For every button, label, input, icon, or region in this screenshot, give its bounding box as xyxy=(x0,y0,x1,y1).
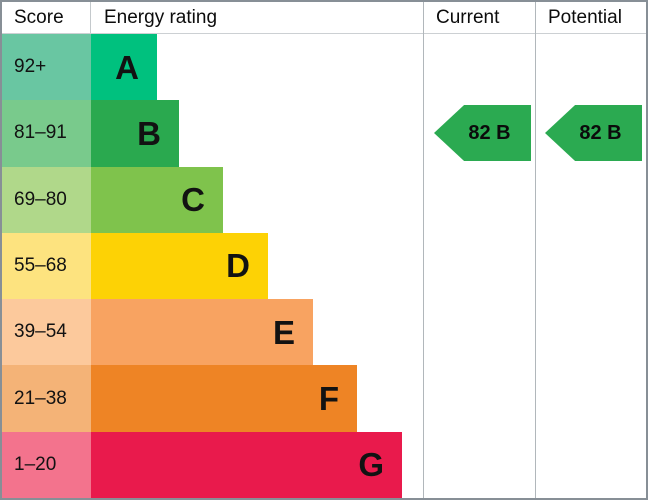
band-a-score-label: 92+ xyxy=(14,56,47,78)
band-c-bar: C xyxy=(91,166,223,233)
band-e-score-label: 39–54 xyxy=(14,321,67,343)
current-header-label: Current xyxy=(436,6,500,28)
potential-column-header: Potential xyxy=(536,2,646,34)
band-row-f: 21–38 F xyxy=(2,365,423,432)
band-a-score-cell: 92+ xyxy=(2,34,91,101)
band-d-bar: D xyxy=(91,232,268,300)
band-e-letter: E xyxy=(272,313,295,351)
band-row-b: 81–91 B xyxy=(2,100,423,167)
band-f-score-cell: 21–38 xyxy=(2,365,91,432)
band-e-score-cell: 39–54 xyxy=(2,299,91,366)
potential-rating-arrow: 82 B xyxy=(545,105,642,161)
band-f-score-label: 21–38 xyxy=(14,387,67,409)
column-divider-potential xyxy=(535,2,536,498)
energy-rating-column-header: Energy rating xyxy=(91,7,217,29)
potential-header-label: Potential xyxy=(548,6,622,28)
band-row-e: 39–54 E xyxy=(2,299,423,366)
current-rating-label: 82 B xyxy=(468,121,511,144)
band-f-letter: F xyxy=(318,380,339,418)
band-g-score-cell: 1–20 xyxy=(2,431,91,498)
energy-rating-header-label: Energy rating xyxy=(104,6,218,28)
potential-rating-label: 82 B xyxy=(579,121,622,144)
band-a-letter: A xyxy=(115,48,139,86)
potential-column: Potential 82 B xyxy=(536,2,646,498)
band-rows: 92+ A 81–91 B 69–80 C xyxy=(2,34,423,498)
table-header-left: Score Energy rating xyxy=(2,2,423,34)
band-row-g: 1–20 G xyxy=(2,431,423,498)
band-b-letter: B xyxy=(137,114,161,152)
band-row-d: 55–68 D xyxy=(2,232,423,300)
band-c-letter: C xyxy=(181,181,205,219)
band-c-score-cell: 69–80 xyxy=(2,166,91,233)
band-a-bar: A xyxy=(91,34,157,101)
band-b-score-cell: 81–91 xyxy=(2,100,91,167)
band-d-letter: D xyxy=(226,247,250,285)
current-column-header: Current xyxy=(424,2,535,34)
band-d-score-label: 55–68 xyxy=(14,254,67,276)
band-g-score-label: 1–20 xyxy=(14,453,57,475)
band-f-bar: F xyxy=(91,365,357,432)
band-e-bar: E xyxy=(91,299,313,366)
band-g-letter: G xyxy=(358,446,384,484)
column-divider-current xyxy=(423,2,424,498)
current-rating-arrow: 82 B xyxy=(434,105,531,161)
band-row-a: 92+ A xyxy=(2,34,423,101)
band-b-score-label: 81–91 xyxy=(14,122,67,144)
rating-table-column: Score Energy rating 92+ A 81–91 B xyxy=(2,2,423,498)
score-column-header: Score xyxy=(2,2,91,33)
band-d-score-cell: 55–68 xyxy=(2,232,91,300)
current-column: Current 82 B xyxy=(424,2,535,498)
band-b-bar: B xyxy=(91,100,179,167)
band-row-c: 69–80 C xyxy=(2,166,423,233)
band-g-bar: G xyxy=(91,431,402,498)
band-c-score-label: 69–80 xyxy=(14,188,67,210)
score-header-label: Score xyxy=(14,6,64,28)
